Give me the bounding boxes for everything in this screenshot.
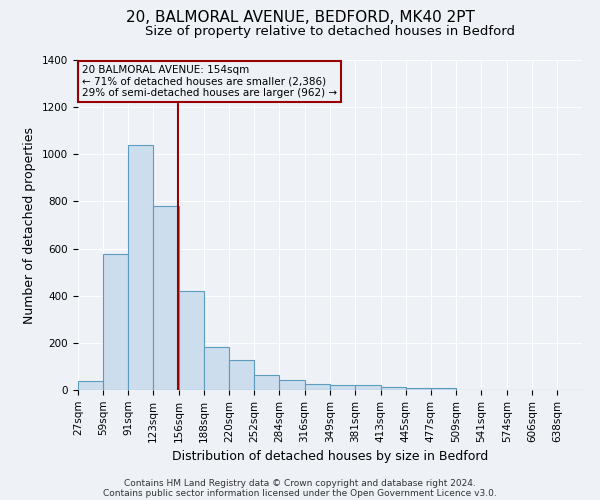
Title: Size of property relative to detached houses in Bedford: Size of property relative to detached ho… xyxy=(145,25,515,38)
Y-axis label: Number of detached properties: Number of detached properties xyxy=(23,126,37,324)
Text: 20, BALMORAL AVENUE, BEDFORD, MK40 2PT: 20, BALMORAL AVENUE, BEDFORD, MK40 2PT xyxy=(125,10,475,25)
Bar xyxy=(128,145,153,390)
Bar xyxy=(331,386,355,390)
Bar xyxy=(153,206,179,390)
Bar xyxy=(204,347,229,390)
Bar xyxy=(229,360,254,390)
Bar xyxy=(280,380,305,390)
Bar xyxy=(103,254,128,390)
Text: Contains public sector information licensed under the Open Government Licence v3: Contains public sector information licen… xyxy=(103,488,497,498)
Bar xyxy=(431,388,456,390)
Bar xyxy=(406,388,431,390)
Bar xyxy=(380,387,406,390)
Text: Contains HM Land Registry data © Crown copyright and database right 2024.: Contains HM Land Registry data © Crown c… xyxy=(124,478,476,488)
Bar xyxy=(305,384,331,390)
Bar xyxy=(355,386,380,390)
Text: 20 BALMORAL AVENUE: 154sqm
← 71% of detached houses are smaller (2,386)
29% of s: 20 BALMORAL AVENUE: 154sqm ← 71% of deta… xyxy=(82,64,337,98)
Bar xyxy=(179,291,204,390)
X-axis label: Distribution of detached houses by size in Bedford: Distribution of detached houses by size … xyxy=(172,450,488,463)
Bar xyxy=(78,380,103,390)
Bar xyxy=(254,375,280,390)
